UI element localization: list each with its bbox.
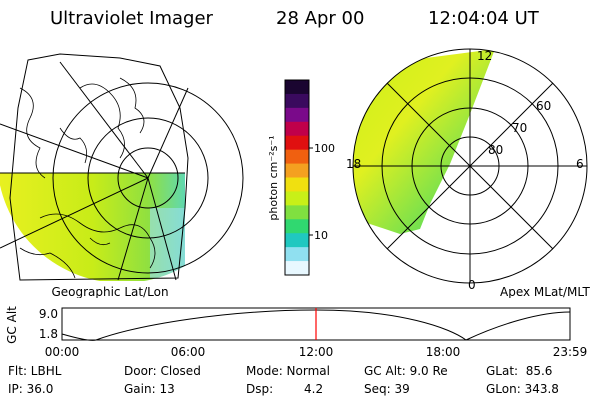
x-tick-2359: 23:59 — [553, 345, 588, 359]
x-tick-1200: 12:00 — [299, 345, 334, 359]
mode-status: Mode: Normal — [246, 364, 330, 378]
colorbar-band — [285, 149, 309, 165]
colorbar-gradient — [285, 80, 309, 276]
colorbar-band — [285, 93, 309, 109]
gc-alt-status: GC Alt: 9.0 Re — [364, 364, 448, 378]
colorbar-band — [285, 233, 309, 248]
y-tick-1.8: 1.8 — [39, 327, 58, 341]
apex-caption: Apex MLat/MLT — [500, 285, 590, 298]
altitude-plot: 9.0 1.8 GC Alt 00:00 06:00 12:00 18:00 2… — [5, 306, 588, 359]
colorbar-band — [285, 247, 309, 262]
seq-status: Seq: 39 — [364, 382, 410, 396]
door-status: Door: Closed — [124, 364, 201, 378]
colorbar-band — [285, 261, 309, 276]
mlt-label-0: 0 — [468, 278, 476, 292]
colorbar-band — [285, 107, 309, 123]
geographic-map: Geographic Lat/Lon — [0, 53, 244, 298]
mlt-label-18: 18 — [346, 157, 361, 171]
geographic-caption: Geographic Lat/Lon — [51, 285, 168, 298]
intensity-colorbar: 100 10 photon cm⁻²s⁻¹ — [267, 79, 335, 276]
mlat-label-60: 60 — [536, 99, 551, 113]
dsp-value: 4.2 — [304, 382, 324, 396]
x-tick-0000: 00:00 — [45, 345, 80, 359]
colorbar-band — [285, 191, 309, 206]
mlat-label-80: 80 — [488, 143, 503, 157]
gain-status: Gain: 13 — [124, 382, 175, 396]
colorbar-band — [285, 80, 309, 95]
altitude-ylabel: GC Alt — [5, 306, 19, 344]
apex-map: 12 18 6 0 60 70 80 Apex MLat/MLT — [346, 48, 590, 298]
colorbar-tick-100: 100 — [314, 142, 335, 155]
dsp-label: Dsp: — [246, 382, 274, 396]
coastlines — [19, 77, 156, 279]
colorbar-tick-10: 10 — [314, 229, 328, 242]
glat-status: GLat: 85.6 — [486, 364, 553, 378]
earth-limb — [9, 53, 189, 281]
colorbar-unit-label: photon cm⁻²s⁻¹ — [267, 135, 280, 220]
colorbar-band — [285, 177, 309, 192]
mlt-label-6: 6 — [576, 157, 584, 171]
mlat-label-70: 70 — [512, 121, 527, 135]
filter-status: Flt: LBHL — [8, 364, 62, 378]
glon-status: GLon: 343.8 — [486, 382, 559, 396]
colorbar-band — [285, 135, 309, 151]
date-label: 28 Apr 00 — [276, 8, 365, 29]
time-label: 12:04:04 UT — [428, 8, 539, 29]
colorbar-band — [285, 219, 309, 234]
colorbar-band — [285, 121, 309, 137]
y-tick-9: 9.0 — [39, 307, 58, 321]
x-tick-1800: 18:00 — [426, 345, 461, 359]
ip-status: IP: 36.0 — [8, 382, 54, 396]
imager-title: Ultraviolet Imager — [50, 8, 213, 29]
x-tick-0600: 06:00 — [171, 345, 206, 359]
colorbar-band — [285, 163, 309, 178]
mlt-label-12: 12 — [477, 49, 492, 63]
colorbar-band — [285, 205, 309, 220]
